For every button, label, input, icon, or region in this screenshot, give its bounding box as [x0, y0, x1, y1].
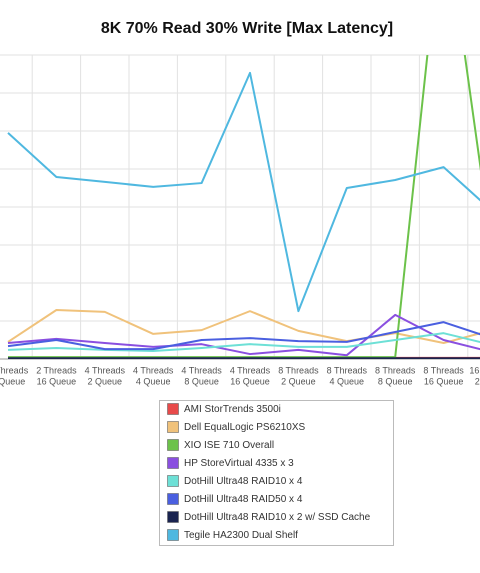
x-tick-label: 2 Threads	[36, 365, 77, 375]
x-tick-label: 8 Threads	[375, 365, 416, 375]
x-tick-label: 8 Threads	[278, 365, 319, 375]
x-tick-label: 2 Threads	[0, 365, 29, 375]
x-tick-label: 4 Threads	[181, 365, 222, 375]
x-tick-label: 4 Threads	[133, 365, 174, 375]
legend-label: DotHill Ultra48 RAID10 x 2 w/ SSD Cache	[184, 512, 371, 523]
x-tick-label: 4 Queue	[136, 376, 171, 386]
legend-label: AMI StorTrends 3500i	[184, 404, 281, 415]
chart-title: 8K 70% Read 30% Write [Max Latency]	[101, 20, 393, 37]
series-line	[7, 71, 480, 313]
x-tick-label: 4 Threads	[85, 365, 126, 375]
legend-swatch	[167, 511, 179, 523]
legend-swatch	[167, 457, 179, 469]
series-line	[7, 308, 480, 345]
horizontal-grid	[0, 54, 480, 360]
x-tick-label: 8 Queue	[0, 376, 25, 386]
x-tick-label: 2 Queue	[88, 376, 123, 386]
legend-label: Tegile HA2300 Dual Shelf	[184, 530, 298, 541]
x-tick-label: 16 Queue	[424, 376, 464, 386]
legend-swatch	[167, 403, 179, 415]
x-tick-label: 16 Queue	[230, 376, 270, 386]
legend-label: XIO ISE 710 Overall	[184, 440, 274, 451]
legend-swatch	[167, 421, 179, 433]
legend-swatch	[167, 493, 179, 505]
x-tick-label: 16 Queue	[37, 376, 77, 386]
x-tick-label: 16 Threads	[469, 365, 480, 375]
x-tick-label: 2 Queue	[475, 376, 480, 386]
x-tick-label: 8 Threads	[423, 365, 464, 375]
x-tick-label: 8 Queue	[184, 376, 219, 386]
series-line	[7, 321, 480, 351]
x-tick-label: 8 Queue	[378, 376, 413, 386]
legend-label: HP StoreVirtual 4335 x 3	[184, 458, 294, 469]
series-line	[7, 313, 480, 357]
plot-lines	[7, 55, 480, 359]
x-tick-label: 4 Queue	[330, 376, 365, 386]
series-line	[7, 332, 480, 353]
legend-swatch	[167, 475, 179, 487]
legend: AMI StorTrends 3500i Dell EqualLogic PS62…	[167, 403, 371, 541]
legend-box	[159, 400, 394, 546]
legend-label: DotHill Ultra48 RAID50 x 4	[184, 494, 303, 505]
x-tick-label: 8 Threads	[327, 365, 368, 375]
legend-swatch	[167, 439, 179, 451]
legend-swatch	[167, 529, 179, 541]
legend-label: Dell EqualLogic PS6210XS	[184, 422, 306, 433]
legend-label: DotHill Ultra48 RAID10 x 4	[184, 476, 303, 487]
x-tick-label: 2 Queue	[281, 376, 316, 386]
x-tick-label: 4 Threads	[230, 365, 271, 375]
series-line	[8, 55, 480, 359]
